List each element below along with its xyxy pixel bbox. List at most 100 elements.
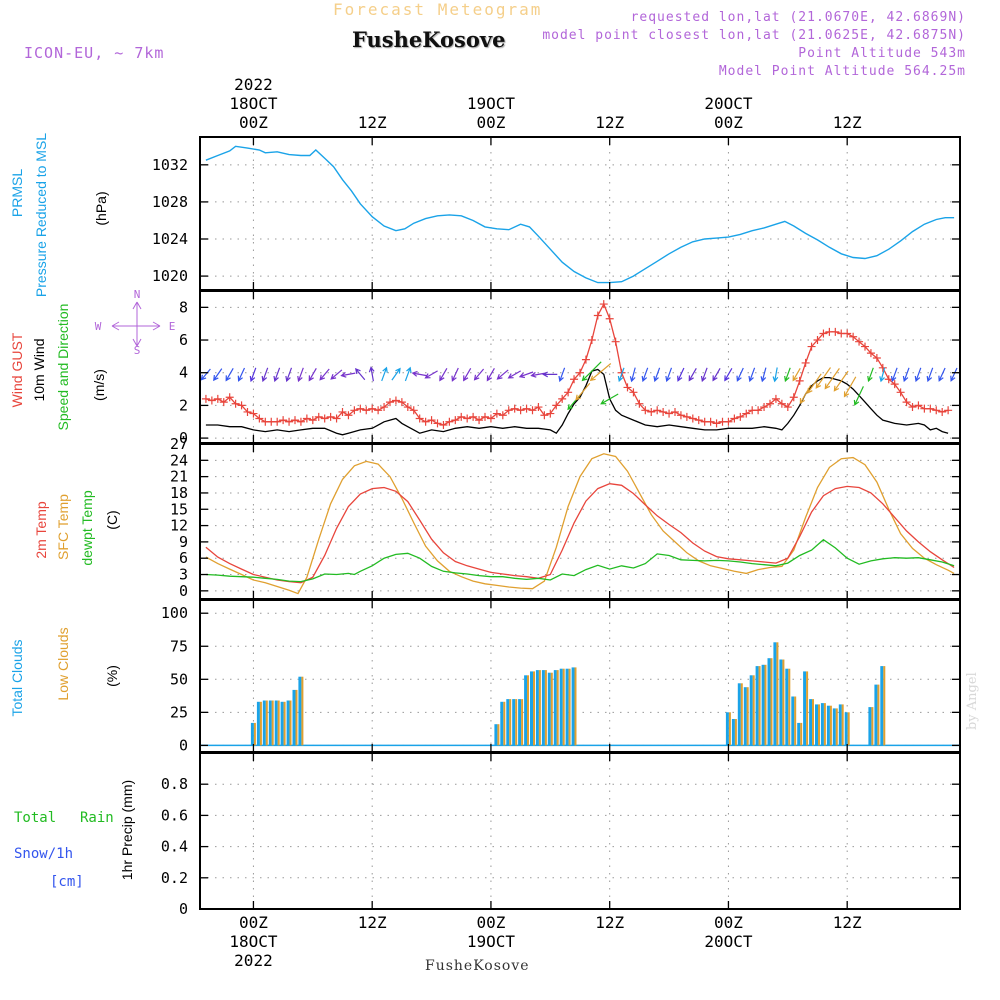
wind-direction-arrow	[496, 369, 509, 380]
gust-marker	[593, 311, 602, 320]
low-clouds-bar	[758, 666, 761, 746]
wind-direction-arrow	[724, 367, 733, 382]
y-tick-label: 15	[170, 500, 188, 518]
x-tick-label-bottom: 00Z	[239, 913, 268, 932]
total-clouds-bar	[737, 683, 741, 746]
wind-direction-arrow	[463, 367, 472, 382]
wind-direction-arrow	[950, 367, 958, 382]
wind-direction-arrow	[297, 367, 304, 383]
clouds-unit-title: (%)	[104, 665, 120, 687]
gust-marker	[742, 409, 751, 418]
model-point-altitude: Model Point Altitude 564.25m	[718, 64, 966, 79]
low-clouds-bar	[503, 701, 506, 746]
temp-unit-title: (C)	[104, 510, 120, 529]
wind-unit-title: (m/s)	[91, 369, 107, 401]
gust-marker	[516, 406, 525, 415]
gust-marker	[498, 411, 507, 420]
wind-direction-arrow	[784, 367, 791, 383]
gust-marker	[587, 336, 596, 345]
low-clouds-bar	[871, 707, 874, 746]
wind-direction-arrow	[926, 367, 934, 383]
y-tick-label: 9	[179, 533, 188, 551]
x-tick-label-bottom: 12Z	[358, 913, 387, 932]
dewpt-line	[205, 538, 955, 583]
gust-marker	[362, 406, 371, 415]
gust-marker	[712, 419, 721, 428]
y-tick-label: 0	[179, 429, 188, 447]
low-clouds-bar	[806, 671, 809, 746]
gust-marker	[623, 383, 632, 392]
total-clouds-bar	[500, 701, 504, 746]
low-clouds-bar	[544, 670, 547, 746]
y-tick-label: 100	[161, 604, 188, 622]
gust-marker	[207, 396, 216, 405]
gust-marker	[213, 394, 222, 403]
gust-marker	[647, 407, 656, 416]
gust-marker	[676, 411, 685, 420]
x-tick-label-top: 18OCT	[229, 94, 278, 113]
total-clouds-bar	[547, 672, 551, 746]
gust-marker	[433, 419, 442, 428]
compass-west: W	[95, 320, 102, 333]
total-clouds-bar	[731, 719, 735, 746]
gust-marker	[558, 394, 567, 403]
y-tick-label: 6	[179, 549, 188, 567]
low-clouds-bar	[574, 667, 577, 746]
total-clouds-bar	[280, 701, 284, 746]
low-clouds-bar	[794, 696, 797, 746]
y-tick-label: 0	[179, 582, 188, 600]
precip-legend-rain: Rain	[80, 810, 114, 826]
total-clouds-bar	[767, 658, 771, 746]
low-clouds-bar	[841, 704, 844, 746]
gust-marker	[878, 363, 887, 372]
total-clouds-bar	[524, 675, 528, 746]
x-tick-label-top: 12Z	[833, 113, 862, 132]
legend-unit-label: [cm]	[50, 874, 84, 890]
low-clouds-bar	[277, 700, 280, 746]
gust-marker	[908, 403, 917, 412]
point-altitude: Point Altitude 543m	[798, 46, 966, 61]
gust-marker	[492, 409, 501, 418]
precip-legend-unit: [cm]	[50, 874, 84, 890]
gust-marker	[475, 416, 484, 425]
x-tick-label-top: 2022	[234, 75, 273, 94]
gust-marker	[237, 401, 246, 410]
total-clouds-bar	[518, 699, 522, 746]
x-tick-label-top: 19OCT	[467, 94, 516, 113]
wind-direction-arrow	[748, 367, 756, 383]
low-clouds-bar	[782, 659, 785, 746]
wind-direction-arrow	[807, 373, 822, 394]
gust-marker	[356, 404, 365, 413]
gust-marker	[754, 406, 763, 415]
gust-marker	[688, 414, 697, 423]
gust-marker	[296, 417, 305, 426]
gust-marker	[932, 406, 941, 415]
total-clouds-bar	[553, 670, 557, 746]
wind-direction-arrow	[411, 370, 427, 377]
total-clouds-bar	[250, 722, 254, 746]
wind-direction-arrow	[225, 367, 234, 382]
low-clouds-bar	[847, 712, 850, 746]
gust-marker	[344, 411, 353, 420]
gust-marker	[694, 416, 703, 425]
wind-direction-arrow	[914, 367, 922, 383]
total-clouds-bar	[512, 699, 516, 746]
gust-marker	[926, 404, 935, 413]
gust-marker	[760, 403, 769, 412]
low-clouds-bar	[800, 722, 803, 746]
compass-east: E	[169, 320, 176, 333]
wind-direction-arrow	[368, 366, 375, 382]
total-clouds-bar	[844, 712, 848, 746]
gust-marker	[855, 337, 864, 346]
gust-marker	[783, 403, 792, 412]
y-tick-label: 0.6	[161, 806, 188, 824]
total-clouds-bar	[785, 668, 789, 746]
wind-direction-arrow	[938, 367, 946, 382]
gust-marker	[807, 342, 816, 351]
gust-marker	[451, 416, 460, 425]
wind-direction-arrow	[902, 367, 910, 383]
gust-marker	[540, 411, 549, 420]
wind-direction-arrow	[575, 382, 591, 401]
precip-legend-snow: Snow/1h	[14, 846, 73, 862]
compass-north: N	[134, 288, 141, 301]
